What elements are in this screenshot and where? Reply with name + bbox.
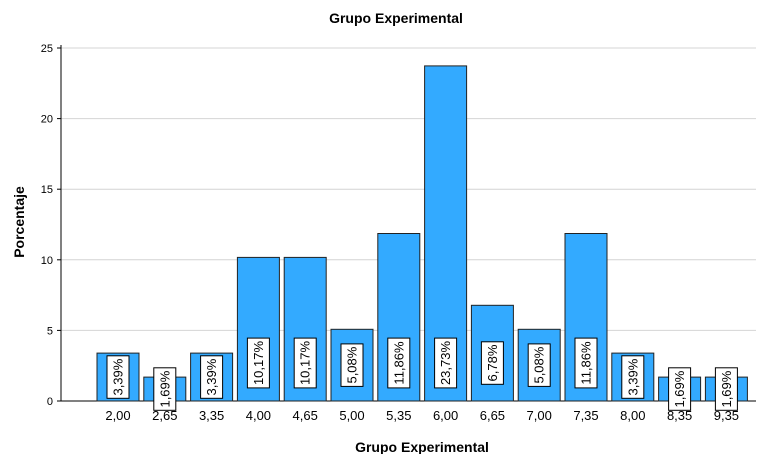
data-label-box	[527, 343, 551, 387]
x-tick-label: 2,00	[105, 408, 130, 423]
data-label-box	[434, 337, 458, 389]
data-label: 3,39%	[200, 355, 224, 399]
y-tick-label: 25	[41, 43, 53, 55]
data-label-box	[714, 367, 738, 411]
chart-title: Grupo Experimental	[329, 10, 463, 26]
data-label: 11,86%	[387, 337, 411, 389]
data-label-box	[153, 367, 177, 411]
x-axis-ticks: 2,00 2,65 3,35 4,00 4,65 5,00 5,35 6,00 6,65 7,00…	[105, 408, 739, 423]
data-label-box	[387, 337, 411, 389]
y-tick-label: 0	[47, 396, 53, 408]
x-tick-label: 5,00	[339, 408, 364, 423]
data-label: 11,86%	[574, 337, 598, 389]
data-labels: 3,39% 1,69% 3,39% 10,17% 10,17% 5,08% 11,86% 23…	[106, 337, 738, 411]
x-axis-title: Grupo Experimental	[355, 439, 489, 454]
grid-lines	[61, 47, 756, 331]
data-label-box	[340, 343, 364, 387]
x-tick-label: 2,65	[152, 408, 177, 423]
x-tick-label: 7,00	[527, 408, 552, 423]
data-label-box	[293, 337, 317, 389]
data-label: 6,78%	[480, 341, 504, 385]
data-label-box	[668, 367, 692, 411]
data-label-text: 6,78%	[485, 344, 500, 381]
data-label-text: 11,86%	[391, 341, 406, 385]
data-label: 3,39%	[106, 355, 130, 399]
data-label: 3,39%	[621, 355, 645, 399]
data-label-text: 23,73%	[438, 341, 453, 386]
data-label-text: 1,69%	[157, 370, 172, 407]
data-label: 10,17%	[246, 337, 270, 389]
data-label-text: 10,17%	[251, 341, 266, 386]
data-label-text: 10,17%	[298, 341, 313, 386]
y-tick-label: 5	[47, 325, 53, 337]
y-tick-label: 10	[41, 255, 53, 267]
data-label: 5,08%	[527, 343, 551, 387]
y-tick-label: 20	[41, 114, 53, 126]
data-label-text: 5,08%	[345, 346, 360, 383]
y-axis-ticks: 0 5 10 15 20 25	[41, 43, 61, 408]
y-tick-label: 15	[41, 184, 53, 196]
data-label: 5,08%	[340, 343, 364, 387]
x-tick-label: 6,65	[480, 408, 505, 423]
x-tick-label: 8,35	[667, 408, 692, 423]
data-label-text: 1,69%	[672, 370, 687, 407]
data-label-box	[200, 355, 224, 399]
x-tick-label: 9,35	[714, 408, 739, 423]
x-tick-label: 4,65	[293, 408, 318, 423]
data-label-text: 3,39%	[204, 358, 219, 395]
data-label: 1,69%	[668, 367, 692, 411]
x-tick-label: 8,00	[620, 408, 645, 423]
x-tick-label: 4,00	[246, 408, 271, 423]
x-tick-label: 5,35	[386, 408, 411, 423]
y-axis-title: Porcentaje	[11, 186, 27, 258]
data-label-text: 11,86%	[579, 341, 594, 385]
x-tick-label: 3,35	[199, 408, 224, 423]
data-label: 1,69%	[153, 367, 177, 411]
data-label-text: 1,69%	[719, 370, 734, 407]
data-label-box	[574, 337, 598, 389]
x-tick-label: 7,35	[573, 408, 598, 423]
data-label-box	[246, 337, 270, 389]
data-label-box	[106, 355, 130, 399]
data-label-box	[480, 341, 504, 385]
data-label-text: 3,39%	[111, 358, 126, 395]
data-label-text: 5,08%	[532, 346, 547, 383]
x-tick-label: 6,00	[433, 408, 458, 423]
data-label-box	[621, 355, 645, 399]
data-label: 1,69%	[714, 367, 738, 411]
data-label: 23,73%	[434, 337, 458, 389]
bars	[96, 65, 748, 402]
data-label-text: 3,39%	[625, 358, 640, 395]
data-label: 10,17%	[293, 337, 317, 389]
